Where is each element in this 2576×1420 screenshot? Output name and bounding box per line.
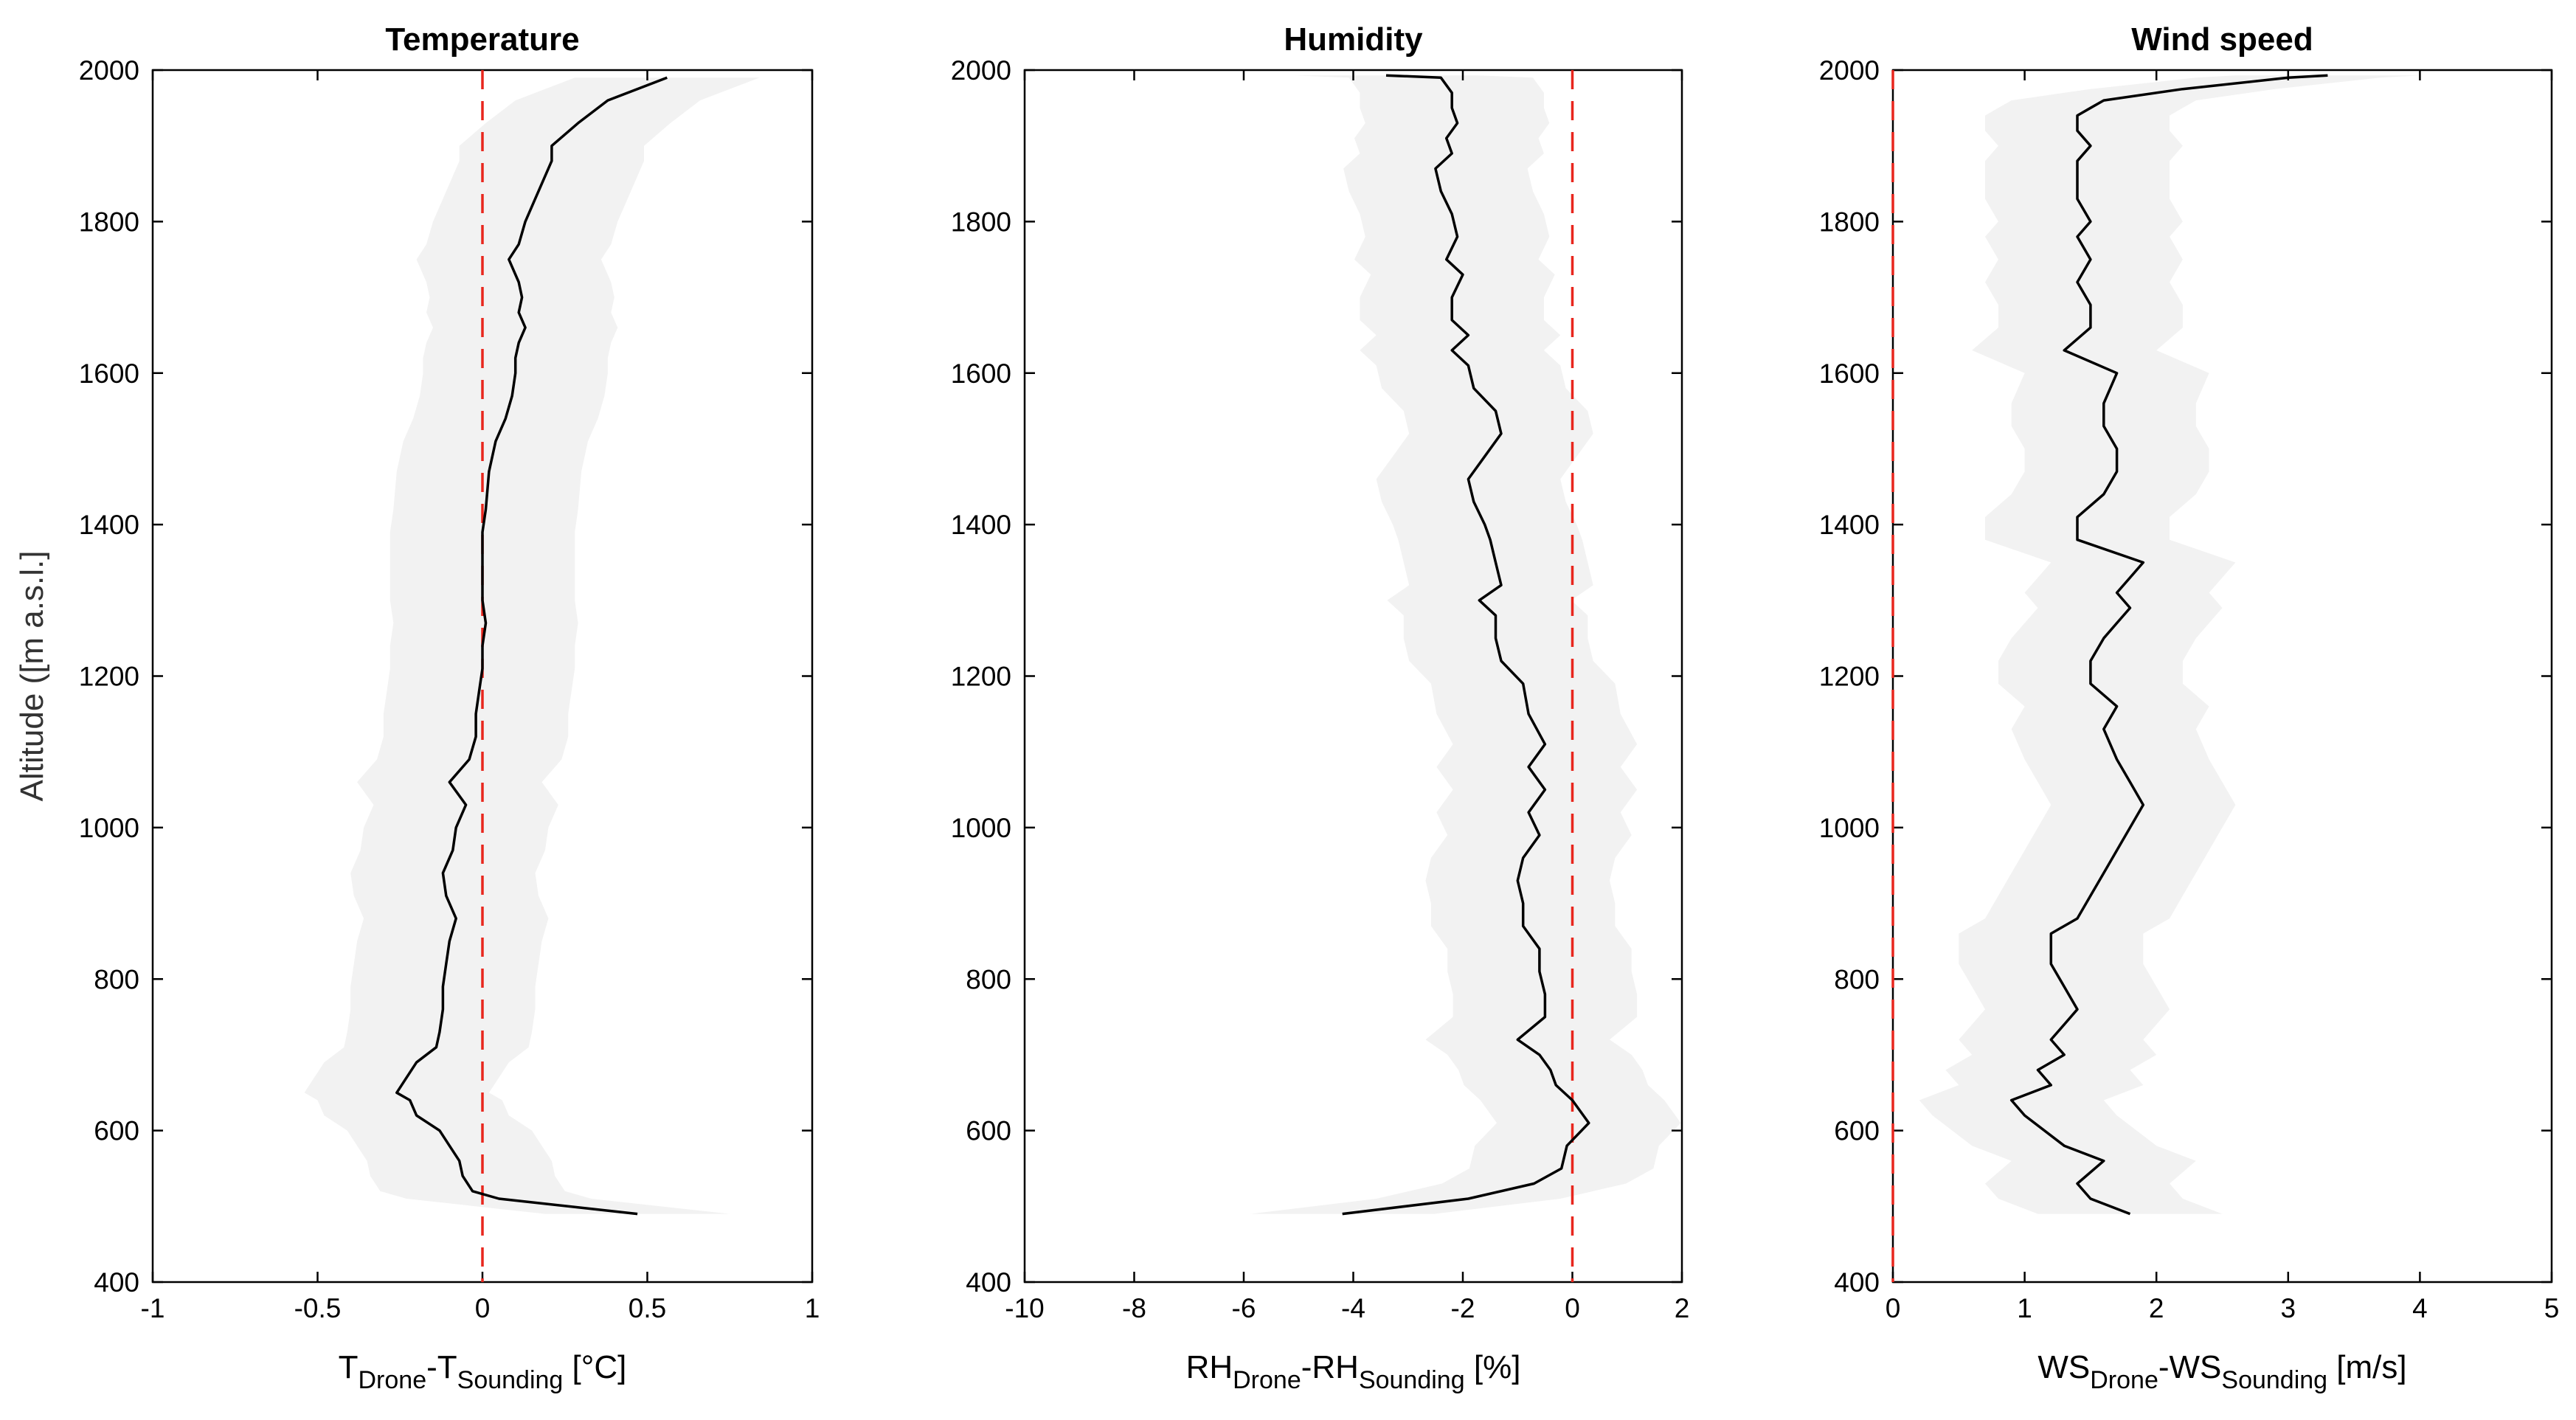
y-tick-label: 800 bbox=[966, 964, 1011, 994]
uncertainty-envelope bbox=[1919, 75, 2420, 1214]
uncertainty-envelope bbox=[1250, 75, 1681, 1214]
x-tick-label: -0.5 bbox=[294, 1293, 342, 1323]
y-tick-label: 2000 bbox=[1819, 55, 1880, 86]
x-axis-label-part: -T bbox=[426, 1349, 457, 1385]
panel-1: -1 -0.5 0 0.5 140060080010001200140016001800… bbox=[14, 21, 820, 1394]
x-axis-label-part: -WS bbox=[2158, 1349, 2222, 1385]
x-tick-label: 2 bbox=[2149, 1293, 2164, 1323]
x-axis-label: TDrone-TSounding [°C] bbox=[339, 1349, 627, 1394]
x-axis-label-subscript: Sounding bbox=[1359, 1366, 1465, 1394]
y-tick-label: 1600 bbox=[1819, 359, 1880, 389]
x-tick-label: 0 bbox=[1886, 1293, 1901, 1323]
y-tick-label: 400 bbox=[966, 1267, 1011, 1298]
y-tick-label: 1800 bbox=[951, 207, 1011, 237]
y-tick-label: 1800 bbox=[79, 207, 139, 237]
x-tick-label: -1 bbox=[141, 1293, 165, 1323]
y-tick-label: 1200 bbox=[1819, 662, 1880, 692]
x-tick-label: 4 bbox=[2412, 1293, 2428, 1323]
x-axis-label-part: RH bbox=[1186, 1349, 1233, 1385]
y-tick-label: 1600 bbox=[951, 359, 1011, 389]
data-series-line bbox=[2009, 74, 2328, 1216]
x-axis-label-part: [m/s] bbox=[2327, 1349, 2407, 1385]
y-tick-label: 600 bbox=[1834, 1116, 1880, 1146]
y-tick-label: 1000 bbox=[1819, 813, 1880, 843]
y-tick-label: 2000 bbox=[79, 55, 139, 86]
x-axis-label-part: [°C] bbox=[563, 1349, 626, 1385]
y-tick-label: 1200 bbox=[951, 662, 1011, 692]
x-axis-label-subscript: Drone bbox=[1233, 1366, 1301, 1394]
x-tick-label: -2 bbox=[1451, 1293, 1475, 1323]
y-axis-label: Altitude ([m a.s.l.] bbox=[14, 551, 50, 802]
x-axis-label-subscript: Sounding bbox=[2221, 1366, 2327, 1394]
y-tick-label: 600 bbox=[966, 1116, 1011, 1146]
data-series-line bbox=[1342, 74, 1590, 1216]
x-tick-label: 0.5 bbox=[629, 1293, 666, 1323]
y-tick-label: 1600 bbox=[79, 359, 139, 389]
x-tick-label: -8 bbox=[1122, 1293, 1146, 1323]
y-tick-label: 1400 bbox=[1819, 510, 1880, 540]
x-axis-label-part: T bbox=[339, 1349, 359, 1385]
x-tick-label: -6 bbox=[1232, 1293, 1256, 1323]
x-axis-label-subscript: Drone bbox=[2090, 1366, 2158, 1394]
y-tick-label: 1000 bbox=[79, 813, 139, 843]
y-tick-label: 600 bbox=[94, 1116, 139, 1146]
x-axis-label-part: WS bbox=[2037, 1349, 2090, 1385]
x-tick-label: 5 bbox=[2544, 1293, 2560, 1323]
y-tick-label: 800 bbox=[1834, 964, 1880, 994]
x-tick-label: -10 bbox=[1005, 1293, 1044, 1323]
x-tick-label: 1 bbox=[2017, 1293, 2032, 1323]
y-tick-label: 400 bbox=[1834, 1267, 1880, 1298]
y-tick-label: 1400 bbox=[951, 510, 1011, 540]
y-tick-label: 800 bbox=[94, 964, 139, 994]
y-tick-label: 2000 bbox=[951, 55, 1011, 86]
x-axis-label-part: -RH bbox=[1301, 1349, 1359, 1385]
x-axis-label: RHDrone-RHSounding [%] bbox=[1186, 1349, 1521, 1394]
y-tick-label: 400 bbox=[94, 1267, 139, 1298]
x-tick-label: 0 bbox=[475, 1293, 491, 1323]
x-axis-label: WSDrone-WSSounding [m/s] bbox=[2037, 1349, 2406, 1394]
x-tick-label: 0 bbox=[1565, 1293, 1580, 1323]
x-axis-label-subscript: Sounding bbox=[457, 1366, 564, 1394]
uncertainty-envelope bbox=[304, 77, 760, 1214]
x-axis-label-part: [%] bbox=[1465, 1349, 1521, 1385]
y-tick-label: 1000 bbox=[951, 813, 1011, 843]
x-axis-label-subscript: Drone bbox=[359, 1366, 427, 1394]
x-tick-label: 3 bbox=[2281, 1293, 2296, 1323]
x-tick-label: -4 bbox=[1341, 1293, 1365, 1323]
x-tick-label: 2 bbox=[1675, 1293, 1690, 1323]
panel-title: Wind speed bbox=[2131, 21, 2313, 58]
y-tick-label: 1400 bbox=[79, 510, 139, 540]
y-tick-label: 1200 bbox=[79, 662, 139, 692]
panel-2: -10 -8 -6 -4 -2 0 2 400 600 800 1000 1200 1400 1600 18… bbox=[951, 21, 1690, 1394]
y-tick-label: 1800 bbox=[1819, 207, 1880, 237]
panel-title: Temperature bbox=[385, 21, 579, 58]
data-series-line bbox=[395, 76, 668, 1216]
panel-title: Humidity bbox=[1284, 21, 1423, 58]
panel-3: 0 1 2 3 4 5 400 600 800 1000 1200 1400 1600 1800 2000 W… bbox=[1819, 21, 2560, 1394]
x-tick-label: 1 bbox=[805, 1293, 820, 1323]
